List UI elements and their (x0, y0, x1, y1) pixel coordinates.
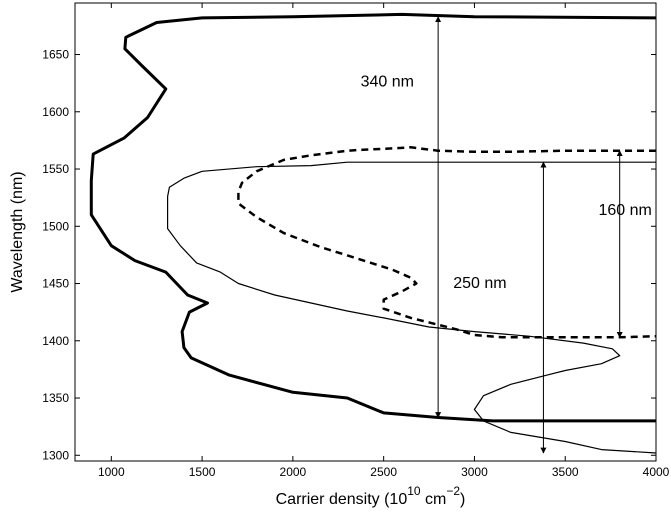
y-axis-title: Wavelength (nm) (9, 171, 26, 292)
annotation-label: 250 nm (453, 275, 506, 292)
x-tick-label: 3500 (552, 465, 579, 479)
axes-frame (74, 2, 657, 462)
annotations: 340 nm 250 nm 160 nm (361, 16, 652, 454)
annotation-label: 340 nm (361, 74, 414, 91)
y-tick-label: 1550 (42, 162, 69, 176)
series-dashed-line (237, 146, 657, 339)
y-tick-label: 1500 (42, 219, 69, 233)
x-tick-label: 2000 (280, 465, 307, 479)
y-tick-label: 1650 (42, 48, 69, 62)
x-axis: 1000 1500 2000 2500 3000 3500 4000 (98, 3, 670, 479)
x-tick-label: 2500 (370, 465, 397, 479)
annotation-label: 160 nm (598, 202, 651, 219)
x-tick-label: 3000 (461, 465, 488, 479)
x-axis-title: Carrier density (1010 cm−2) (276, 484, 466, 508)
series-thick-solid-line (89, 12, 657, 423)
plot-area (89, 12, 657, 454)
series-thin-solid-line (167, 161, 657, 454)
x-tick-label: 1500 (189, 465, 216, 479)
y-tick-label: 1450 (42, 277, 69, 291)
x-tick-label: 4000 (643, 465, 670, 479)
y-tick-label: 1300 (42, 448, 69, 462)
y-tick-label: 1350 (42, 391, 69, 405)
y-tick-label: 1400 (42, 334, 69, 348)
x-tick-label: 1000 (98, 465, 125, 479)
y-axis: 1300 1350 1400 1450 1500 1550 1600 1650 (42, 48, 656, 462)
y-tick-label: 1600 (42, 105, 69, 119)
